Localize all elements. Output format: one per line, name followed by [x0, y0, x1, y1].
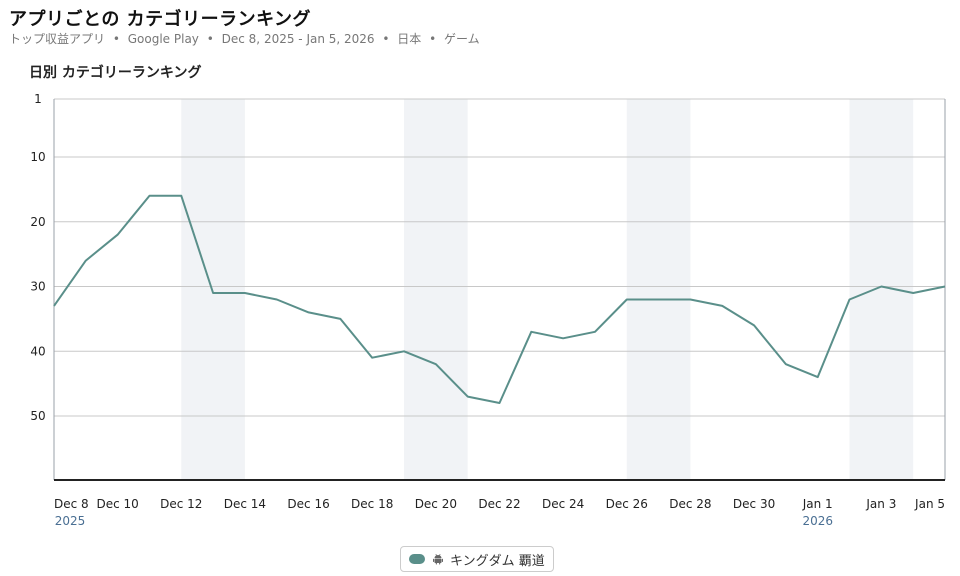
subtitle-category: ゲーム: [444, 32, 480, 46]
y-tick-label: 20: [30, 215, 45, 229]
subtitle-date-range: Dec 8, 2025 - Jan 5, 2026: [221, 32, 375, 46]
x-tick-label: Dec 26: [606, 497, 648, 511]
subtitle-chart-type: トップ収益アプリ: [9, 32, 106, 46]
subtitle-separator: •: [112, 32, 120, 46]
x-tick-label: Dec 18: [351, 497, 393, 511]
x-tick-label: Dec 24: [542, 497, 584, 511]
weekend-band: [181, 99, 245, 480]
x-tick-label: Dec 8: [54, 497, 89, 511]
legend-swatch: [409, 554, 425, 564]
x-tick-label: Dec 12: [160, 497, 202, 511]
subtitle-separator: •: [429, 32, 437, 46]
chart-title: 日別 カテゴリーランキング: [29, 65, 202, 81]
x-tick-label: Jan 1: [802, 497, 833, 511]
x-tick-label: Dec 16: [287, 497, 329, 511]
android-icon: [433, 553, 443, 565]
x-tick-label: Dec 20: [415, 497, 457, 511]
x-tick-label: Dec 28: [669, 497, 711, 511]
x-tick-label: Dec 10: [96, 497, 138, 511]
legend-item[interactable]: キングダム 覇道: [400, 546, 554, 572]
page-subtitle: トップ収益アプリ • Google Play • Dec 8, 2025 - J…: [9, 30, 480, 47]
x-tick-label: Dec 30: [733, 497, 775, 511]
weekend-band: [626, 99, 691, 480]
series-line: [53, 194, 946, 404]
legend-series-name: キングダム 覇道: [450, 553, 545, 569]
x-tick-label: Jan 3: [865, 497, 896, 511]
y-tick-label: 1: [34, 92, 42, 106]
y-tick-label: 50: [30, 409, 45, 423]
subtitle-separator: •: [382, 32, 390, 46]
y-tick-label: 30: [30, 280, 45, 294]
x-tick-label: Dec 22: [478, 497, 520, 511]
x-year-label: 2026: [802, 514, 833, 528]
weekend-band: [404, 99, 468, 480]
x-year-label: 2025: [55, 514, 86, 528]
subtitle-separator: •: [206, 32, 214, 46]
page-title: アプリごとの カテゴリーランキング: [9, 9, 312, 30]
y-tick-label: 40: [30, 344, 45, 358]
x-tick-label: Jan 5: [914, 497, 945, 511]
subtitle-country: 日本: [397, 32, 422, 46]
y-tick-label: 10: [30, 150, 45, 164]
weekend-band: [849, 99, 914, 480]
x-tick-label: Dec 14: [224, 497, 266, 511]
subtitle-store: Google Play: [127, 32, 199, 46]
